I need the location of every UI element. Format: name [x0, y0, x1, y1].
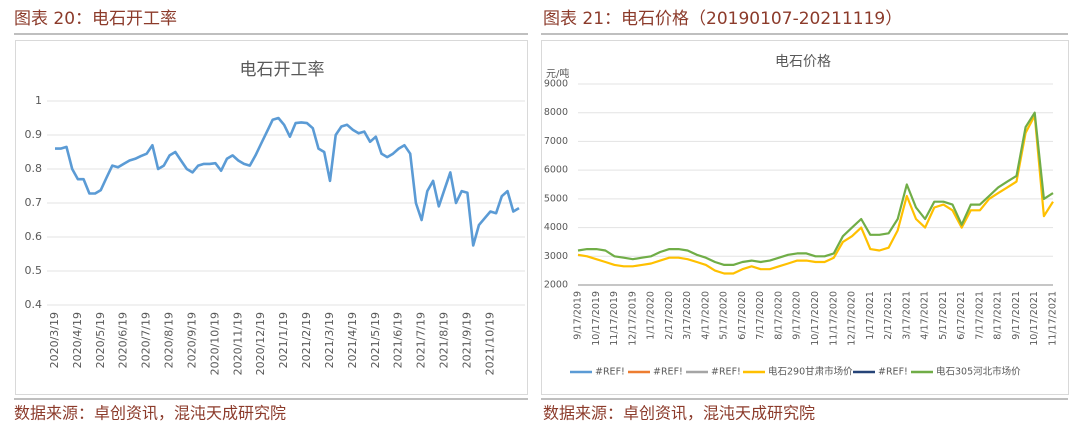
- x-tick-label: 10/17/2021: [1029, 291, 1040, 346]
- chart-frame: [541, 40, 1069, 395]
- x-tick-label: 5/17/2020: [719, 291, 730, 340]
- x-tick-label: 2020/8/19: [163, 312, 176, 368]
- x-tick-label: 9/17/2020: [792, 291, 803, 340]
- x-tick-label: 2021/2/19: [300, 312, 313, 368]
- x-tick-label: 6/17/2021: [956, 291, 967, 340]
- x-tick-label: 2020/7/19: [140, 312, 153, 368]
- x-tick-label: 2021/6/19: [392, 312, 405, 368]
- legend-label: 电石290甘肃市场价: [768, 366, 853, 378]
- chart-title: 电石开工率: [240, 60, 325, 80]
- source-note: 数据来源：卓创资讯，混沌天成研究院: [14, 404, 286, 423]
- x-tick-label: 7/17/2021: [974, 291, 985, 340]
- x-tick-label: 2020/10/19: [208, 312, 221, 375]
- x-tick-label: 2021/9/19: [460, 312, 473, 368]
- x-tick-label: 2021/4/19: [346, 312, 359, 368]
- y-tick-label: 2000: [544, 280, 568, 291]
- chart-title: 电石价格: [775, 54, 831, 70]
- y-tick-label: 8000: [544, 107, 568, 118]
- x-tick-label: 4/17/2021: [920, 291, 931, 340]
- x-tick-label: 11/17/2019: [609, 291, 620, 346]
- x-tick-label: 2021/5/19: [369, 312, 382, 368]
- y-tick-label: 0.8: [25, 162, 43, 175]
- x-tick-label: 2020/5/19: [94, 312, 107, 368]
- x-tick-label: 3/17/2020: [682, 291, 693, 340]
- x-tick-label: 10/17/2020: [810, 291, 821, 346]
- x-tick-label: 2/17/2021: [883, 291, 894, 340]
- y-tick-label: 7000: [544, 136, 568, 147]
- y-tick-label: 5000: [544, 193, 568, 204]
- x-tick-label: 2021/1/19: [277, 312, 290, 368]
- x-tick-label: 8/17/2020: [773, 291, 784, 340]
- x-tick-label: 7/17/2020: [755, 291, 766, 340]
- x-tick-label: 2020/3/19: [48, 312, 61, 368]
- x-tick-label: 12/17/2019: [627, 291, 638, 346]
- y-tick-label: 0.7: [25, 196, 43, 209]
- x-tick-label: 2020/11/19: [231, 312, 244, 375]
- data-line: [55, 116, 520, 247]
- x-tick-label: 9/17/2019: [573, 291, 584, 340]
- x-tick-label: 10/17/2019: [591, 291, 602, 346]
- x-tick-label: 2020/4/19: [71, 312, 84, 368]
- x-tick-label: 2021/10/19: [483, 312, 496, 375]
- x-tick-label: 1/17/2021: [865, 291, 876, 340]
- x-tick-label: 4/17/2020: [700, 291, 711, 340]
- y-tick-label: 0.9: [25, 128, 43, 141]
- x-tick-label: 2021/7/19: [415, 312, 428, 368]
- y-tick-label: 6000: [544, 165, 568, 176]
- legend-label: #REF!: [653, 367, 683, 378]
- data-line: [577, 111, 1054, 266]
- y-tick-label: 0.4: [25, 298, 43, 311]
- x-tick-label: 1/17/2020: [646, 291, 657, 340]
- x-tick-label: 9/17/2021: [1011, 291, 1022, 340]
- y-tick-label: 0.6: [25, 230, 43, 243]
- y-tick-label: 3000: [544, 251, 568, 262]
- x-tick-label: 2020/6/19: [117, 312, 130, 368]
- x-tick-label: 6/17/2020: [737, 291, 748, 340]
- figure-caption: 图表 21：电石价格（20190107-20211119）: [543, 9, 902, 29]
- x-tick-label: 2/17/2020: [664, 291, 675, 340]
- y-tick-label: 1: [35, 94, 42, 107]
- figure-caption: 图表 20：电石开工率: [14, 9, 177, 29]
- x-tick-label: 11/17/2021: [1048, 291, 1059, 346]
- x-tick-label: 2021/8/19: [438, 312, 451, 368]
- x-tick-label: 2020/9/19: [185, 312, 198, 368]
- y-tick-label: 4000: [544, 222, 568, 233]
- y-tick-label: 0.5: [25, 264, 43, 277]
- source-note: 数据来源：卓创资讯，混沌天成研究院: [543, 404, 815, 423]
- legend-label: #REF!: [595, 367, 625, 378]
- x-tick-label: 3/17/2021: [901, 291, 912, 340]
- y-tick-label: 9000: [544, 79, 568, 90]
- chart-frame: [15, 40, 528, 395]
- x-tick-label: 8/17/2021: [993, 291, 1004, 340]
- legend-label: #REF!: [878, 367, 908, 378]
- legend-label: #REF!: [711, 367, 741, 378]
- x-tick-label: 12/17/2020: [847, 291, 858, 346]
- x-tick-label: 2021/3/19: [323, 312, 336, 368]
- y-axis-label: 元/吨: [546, 67, 569, 80]
- x-tick-label: 11/17/2020: [828, 291, 839, 346]
- data-line: [577, 114, 1054, 275]
- legend-label: 电石305河北市场价: [936, 366, 1021, 378]
- x-tick-label: 5/17/2021: [938, 291, 949, 340]
- x-tick-label: 2020/12/19: [254, 312, 267, 375]
